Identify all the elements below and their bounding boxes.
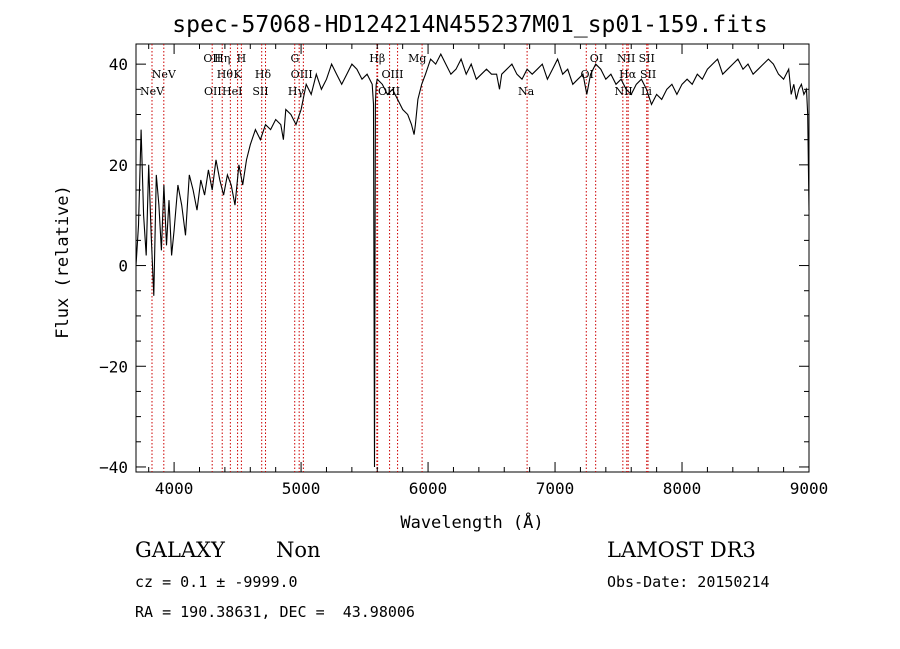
line-label-26: Li	[641, 85, 652, 98]
line-label-19: OI	[590, 52, 603, 65]
redshift-readout: cz = 0.1 ± -9999.0	[135, 573, 298, 591]
line-label-7: H	[237, 52, 247, 65]
x-tick-label-0: 4000	[155, 479, 194, 498]
x-tick-label-2: 6000	[409, 479, 448, 498]
line-label-13: Hγ	[288, 85, 305, 98]
line-label-17: Mg	[408, 52, 426, 65]
line-label-16: OIII	[378, 85, 400, 98]
series-flux	[135, 52, 810, 468]
chart-title: spec-57068-HD124214N455237M01_sp01-159.f…	[172, 12, 767, 38]
line-label-18: Na	[518, 85, 535, 98]
line-label-6: HeI	[222, 85, 242, 98]
x-tick-label-5: 9000	[790, 479, 829, 498]
y-axis-label: Flux (relative)	[53, 185, 73, 339]
line-label-3: OII	[204, 85, 222, 98]
line-label-15: OIII	[381, 68, 403, 81]
line-label-21: NII	[617, 52, 635, 65]
line-label-2: OII	[203, 52, 221, 65]
y-tick-label-0: −40	[99, 458, 128, 477]
line-label-0: NeV	[140, 85, 165, 98]
line-label-12: OIII	[291, 68, 313, 81]
line-label-22: Hα	[619, 68, 637, 81]
line-label-24: SII	[639, 52, 655, 65]
coordinates-readout: RA = 190.38631, DEC = 43.98006	[135, 603, 415, 621]
plot-frame	[135, 43, 810, 473]
line-label-10: SII	[252, 85, 268, 98]
y-tick-label-1: −20	[99, 357, 128, 376]
x-tick-label-1: 5000	[282, 479, 321, 498]
line-label-23: NII	[614, 85, 632, 98]
x-tick-label-4: 8000	[663, 479, 702, 498]
line-label-25: SII	[640, 68, 656, 81]
y-tick-label-2: 0	[118, 257, 128, 276]
y-tick-label-3: 20	[109, 156, 128, 175]
series-layer	[135, 52, 810, 468]
line-label-5: Hθ	[217, 68, 234, 81]
class-label: GALAXY	[135, 538, 225, 562]
line-label-14: Hβ	[369, 52, 385, 65]
line-label-4: Hη	[214, 52, 230, 65]
line-label-9: Hδ	[255, 68, 272, 81]
y-tick-label-4: 40	[109, 55, 128, 74]
line-label-20: OI	[580, 68, 593, 81]
x-axis-label: Wavelength (Å)	[400, 511, 543, 533]
x-tick-label-3: 7000	[536, 479, 575, 498]
survey-label: LAMOST DR3	[607, 538, 756, 562]
subclass-label: Non	[276, 538, 321, 562]
obs-date-readout: Obs-Date: 20150214	[607, 573, 770, 591]
line-marker-layer	[151, 44, 649, 472]
tick-layer: 4000 5000 6000 7000 8000 9000 −40 −20 0 20 40	[99, 44, 828, 498]
line-label-11: G	[290, 52, 299, 65]
line-label-1: NeV	[152, 68, 177, 81]
line-label-8: K	[233, 68, 242, 81]
